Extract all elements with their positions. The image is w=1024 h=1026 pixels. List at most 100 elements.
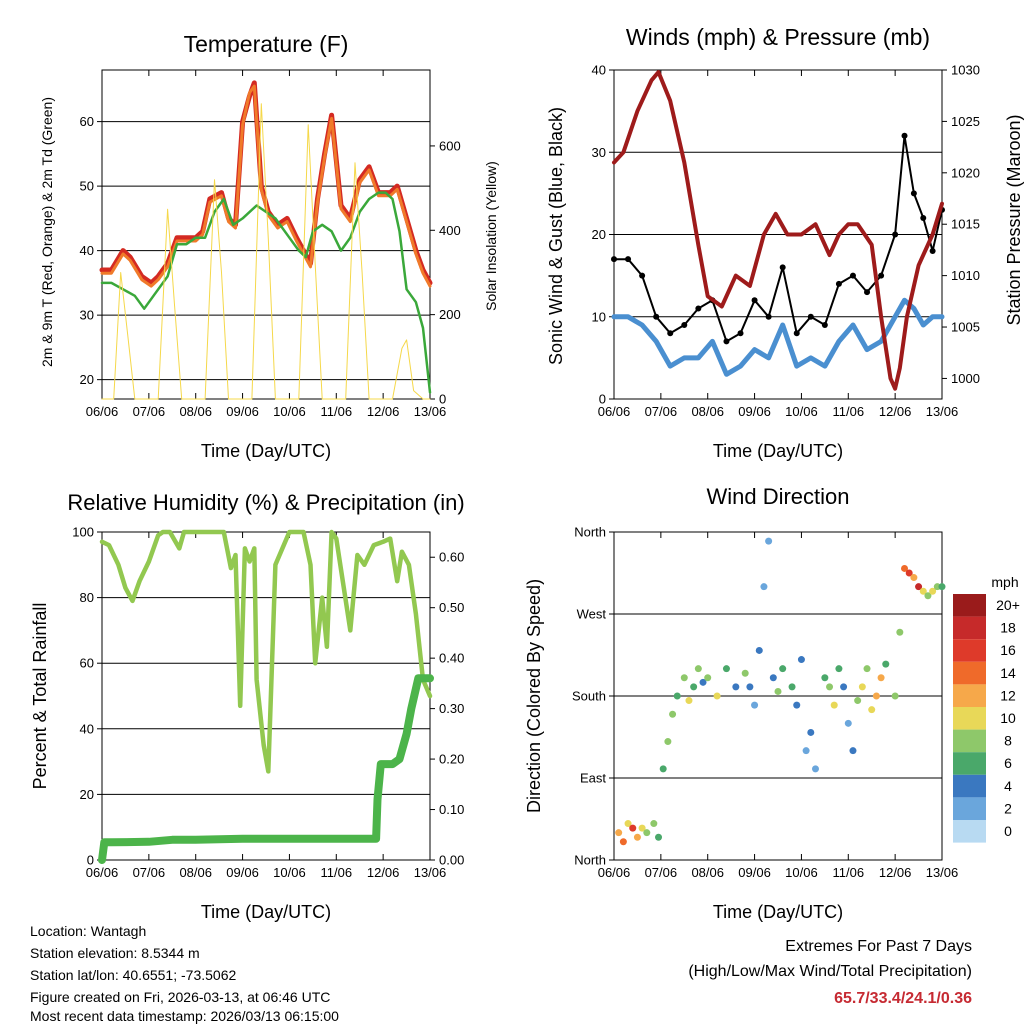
colorbar-swatch-10	[953, 820, 986, 843]
x-tick-label-2-1: 07/06	[133, 865, 166, 880]
gust-point-24	[929, 247, 936, 254]
direction-point-45	[858, 683, 866, 691]
colorbar-label-10: 0	[1004, 823, 1012, 839]
humidity-title: Relative Humidity (%) & Precipitation (i…	[67, 490, 464, 515]
direction-point-10	[664, 738, 672, 746]
x-tick-label-2-6: 12/06	[367, 865, 400, 880]
direction-point-33	[797, 656, 805, 664]
direction-point-57	[919, 587, 927, 595]
info-location: Location: Wantagh	[30, 923, 147, 939]
gust-point-2	[639, 272, 646, 279]
direction-point-8	[655, 833, 663, 841]
colorbar-swatch-9	[953, 797, 986, 820]
y2-tick-label-2-4: 0.40	[439, 651, 464, 666]
info-elevation: Station elevation: 8.5344 m	[30, 945, 200, 961]
direction-point-54	[905, 569, 913, 577]
temperature-x-label: Time (Day/UTC)	[201, 441, 331, 461]
y-tick-label-2-1: 20	[80, 787, 94, 802]
x-tick-label-3-7: 13/06	[926, 865, 959, 880]
temperature-y2-label: Solar Insolation (Yellow)	[483, 161, 499, 311]
gust-point-9	[737, 330, 744, 337]
gust-point-23	[920, 215, 927, 222]
series-line-0-solar-insolation	[101, 103, 431, 400]
x-tick-label-2-2: 08/06	[179, 865, 212, 880]
direction-point-28	[769, 674, 777, 682]
winds-x-label: Time (Day/UTC)	[713, 441, 843, 461]
gust-point-13	[793, 330, 800, 337]
extremes-subtitle: (High/Low/Max Wind/Total Precipitation)	[688, 963, 972, 980]
winds-y-label: Sonic Wind & Gust (Blue, Black)	[546, 107, 566, 365]
y-tick-label-1-1: 10	[592, 309, 606, 324]
x-tick-label-3-5: 11/06	[832, 865, 864, 880]
y-tick-label-2-4: 80	[80, 590, 94, 605]
direction-point-40	[835, 665, 843, 673]
plot-frame-0	[101, 69, 431, 400]
direction-point-3	[629, 824, 637, 832]
y-tick-label-2-5: 100	[72, 525, 94, 540]
colorbar-label-1: 18	[1000, 620, 1016, 636]
temperature-title: Temperature (F)	[184, 31, 349, 57]
direction-point-44	[854, 697, 862, 705]
x-tick-label-1-7: 13/06	[926, 404, 959, 419]
x-tick-label-1-0: 06/06	[598, 404, 631, 419]
x-tick-label-2-5: 11/06	[320, 865, 352, 880]
direction-point-13	[680, 674, 688, 682]
y-tick-label-1-0: 0	[599, 392, 606, 407]
direction-point-15	[690, 683, 698, 691]
y2-tick-label-2-3: 0.30	[439, 701, 464, 716]
colorbar-label-2: 16	[1000, 642, 1016, 658]
x-tick-label-0-1: 07/06	[133, 404, 166, 419]
direction-point-29	[774, 687, 782, 695]
gust-point-10	[751, 297, 758, 304]
direction-point-59	[929, 587, 937, 595]
x-tick-label-0-5: 11/06	[320, 404, 352, 419]
winds-panel: Winds (mph) & Pressure (mb) Sonic Wind &…	[546, 24, 1024, 461]
x-tick-label-1-6: 12/06	[879, 404, 912, 419]
colorbar-label-0: 20+	[996, 597, 1020, 613]
colorbar-label-3: 14	[1000, 665, 1016, 681]
colorbar-swatch-8	[953, 774, 986, 798]
direction-point-4	[633, 833, 641, 841]
y2-tick-label-1-4: 1020	[951, 165, 980, 180]
y2-tick-label-1-6: 1030	[951, 63, 980, 78]
direction-point-52	[896, 628, 904, 636]
y-tick-label-0-2: 40	[80, 243, 94, 258]
direction-point-34	[802, 747, 810, 755]
direction-point-25	[755, 646, 763, 654]
y2-tick-label-1-0: 1000	[951, 371, 980, 386]
colorbar-swatch-0	[953, 594, 986, 617]
gust-point-11	[765, 313, 772, 320]
colorbar-swatch-4	[953, 684, 986, 707]
direction-point-23	[746, 683, 754, 691]
x-tick-label-1-1: 07/06	[645, 404, 678, 419]
x-tick-label-3-3: 09/06	[738, 865, 771, 880]
series-line-0-2m-td	[100, 191, 432, 394]
humidity-y-label: Percent & Total Rainfall	[30, 603, 50, 790]
series-line-1-station-pressure	[612, 70, 944, 391]
speed-colorbar: mph 20+ 18 16 14 12 10 8 6 4 2 0	[953, 574, 1020, 843]
gust-point-21	[901, 132, 908, 139]
y-tick-label-0-1: 30	[80, 308, 94, 323]
direction-point-47	[868, 706, 876, 714]
gust-point-3	[653, 313, 660, 320]
direction-point-20	[722, 665, 730, 673]
direction-point-7	[650, 820, 658, 828]
x-tick-label-1-5: 11/06	[832, 404, 864, 419]
colorbar-label-6: 8	[1004, 733, 1012, 749]
x-tick-label-0-3: 09/06	[226, 404, 259, 419]
direction-point-21	[732, 683, 740, 691]
direction-point-42	[844, 719, 852, 727]
gust-point-6	[695, 305, 702, 312]
y-tick-label-0-3: 50	[80, 179, 94, 194]
y2-tick-label-2-1: 0.10	[439, 802, 464, 817]
colorbar-label-7: 6	[1004, 755, 1012, 771]
direction-point-36	[811, 765, 819, 773]
y-tick-label-0-4: 60	[80, 114, 94, 129]
series-line-2-relative-humidity	[99, 529, 433, 774]
series-line-1-sonic-wind	[611, 297, 945, 377]
x-tick-label-1-4: 10/06	[785, 404, 818, 419]
temperature-panel: Temperature (F) 2m & 9m T (Red, Orange) …	[39, 31, 499, 461]
gust-point-15	[821, 321, 828, 328]
direction-point-0	[615, 829, 623, 837]
x-tick-label-3-0: 06/06	[598, 865, 631, 880]
